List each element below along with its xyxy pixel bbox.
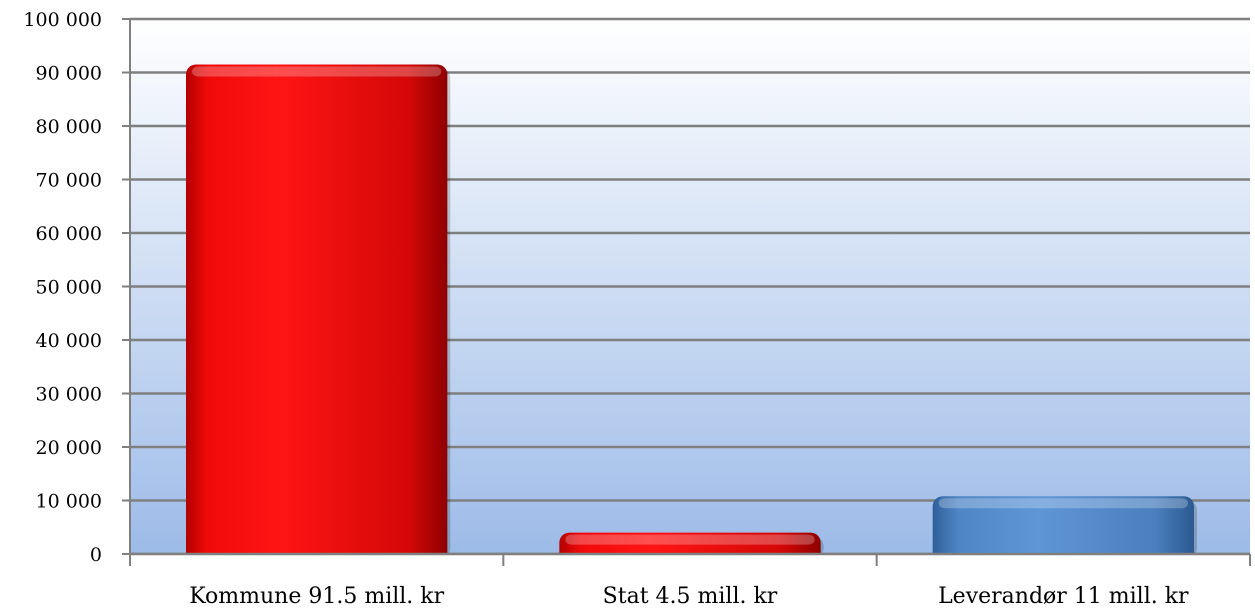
x-category-label: Leverandør 11 mill. kr xyxy=(938,584,1189,609)
bar-highlight xyxy=(938,498,1188,509)
y-tick-label: 100 000 xyxy=(23,9,102,31)
y-tick-label: 20 000 xyxy=(36,437,102,459)
y-tick-label: 70 000 xyxy=(36,170,102,192)
y-axis: 0 10 000 20 000 30 000 40 000 50 000 60 000 70 … xyxy=(23,9,131,566)
y-tick-label: 60 000 xyxy=(36,223,102,245)
y-tick-label: 50 000 xyxy=(36,277,102,299)
bar-1 xyxy=(186,64,451,564)
bar-body xyxy=(932,496,1194,564)
y-tick-label: 30 000 xyxy=(36,384,102,406)
bar-highlight xyxy=(565,534,815,545)
axis-band xyxy=(130,554,1255,566)
y-tick-label: 40 000 xyxy=(36,330,102,352)
bar-3 xyxy=(932,496,1197,564)
y-tick-label: 80 000 xyxy=(36,116,102,138)
bar-body xyxy=(186,64,448,564)
y-tick-label: 10 000 xyxy=(36,491,102,513)
x-category-label: Stat 4.5 mill. kr xyxy=(603,584,778,609)
y-tick-label: 90 000 xyxy=(36,63,102,85)
x-category-label: Kommune 91.5 mill. kr xyxy=(189,584,444,609)
bars xyxy=(186,64,1197,564)
x-axis: Kommune 91.5 mill. kr Stat 4.5 mill. kr Le… xyxy=(129,552,1255,609)
bar-highlight xyxy=(192,66,442,77)
y-tick-label: 0 xyxy=(90,544,102,566)
